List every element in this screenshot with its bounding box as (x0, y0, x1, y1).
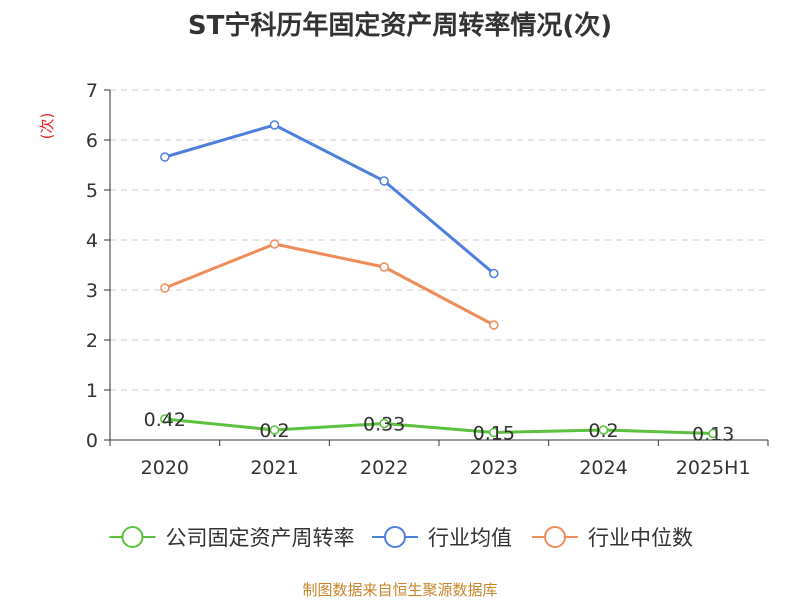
y-tick-label: 6 (86, 130, 98, 152)
data-label: 0.2 (259, 420, 289, 442)
data-label: 0.2 (588, 420, 618, 442)
data-point (269, 239, 280, 249)
data-point (379, 176, 389, 186)
legend: 公司固定资产周转率 行业均值 行业中位数 (109, 526, 693, 550)
data-point (379, 262, 389, 272)
series-line (164, 123, 495, 275)
gridlines (110, 89, 768, 391)
data-point (160, 414, 170, 424)
series-group (160, 120, 718, 439)
data-point (379, 418, 389, 429)
y-tick-label: 1 (86, 380, 98, 402)
y-tick-label: 5 (86, 180, 98, 202)
data-label: 0.42 (144, 409, 186, 431)
legend-marker (544, 526, 566, 548)
legend-label: 行业均值 (428, 526, 512, 550)
x-tick-label: 2024 (579, 457, 627, 479)
data-point (160, 152, 170, 162)
series-line (164, 417, 714, 435)
axes: 0 1 2 3 4 5 6 7 2020 2021 2022 2023 2024 2025H1 (86, 80, 769, 479)
legend-marker (121, 526, 144, 548)
data-labels: 0.42 0.2 0.33 0.15 0.2 0.13 (144, 409, 735, 446)
legend-label: 行业中位数 (588, 526, 693, 550)
legend-marker (384, 526, 406, 548)
data-point (489, 427, 499, 438)
data-point (598, 425, 609, 435)
x-tick-label: 2021 (250, 457, 298, 479)
data-point (160, 283, 170, 293)
y-tick-label: 2 (86, 330, 98, 352)
x-tick-label: 2020 (141, 457, 189, 479)
chart-title: ST宁科历年固定资产周转率情况(次) (188, 10, 612, 41)
data-point (269, 120, 280, 130)
data-point (489, 320, 499, 330)
y-tick-label: 7 (86, 80, 98, 102)
y-tick-label: 4 (86, 230, 98, 252)
data-point (269, 425, 280, 435)
y-axis-label: (次) (38, 113, 56, 140)
data-label: 0.13 (692, 424, 734, 446)
legend-label: 公司固定资产周转率 (166, 526, 355, 550)
data-label: 0.15 (473, 423, 515, 445)
x-tick-label: 2025H1 (676, 457, 751, 479)
x-tick-label: 2022 (360, 457, 408, 479)
y-tick-label: 0 (86, 430, 98, 452)
series-line (164, 242, 495, 327)
data-point (489, 268, 499, 279)
data-label: 0.33 (363, 414, 405, 436)
x-tick-label: 2023 (470, 457, 518, 479)
source-note: 制图数据来自恒生聚源数据库 (302, 581, 497, 599)
y-tick-label: 3 (86, 280, 98, 302)
data-point (708, 428, 718, 439)
